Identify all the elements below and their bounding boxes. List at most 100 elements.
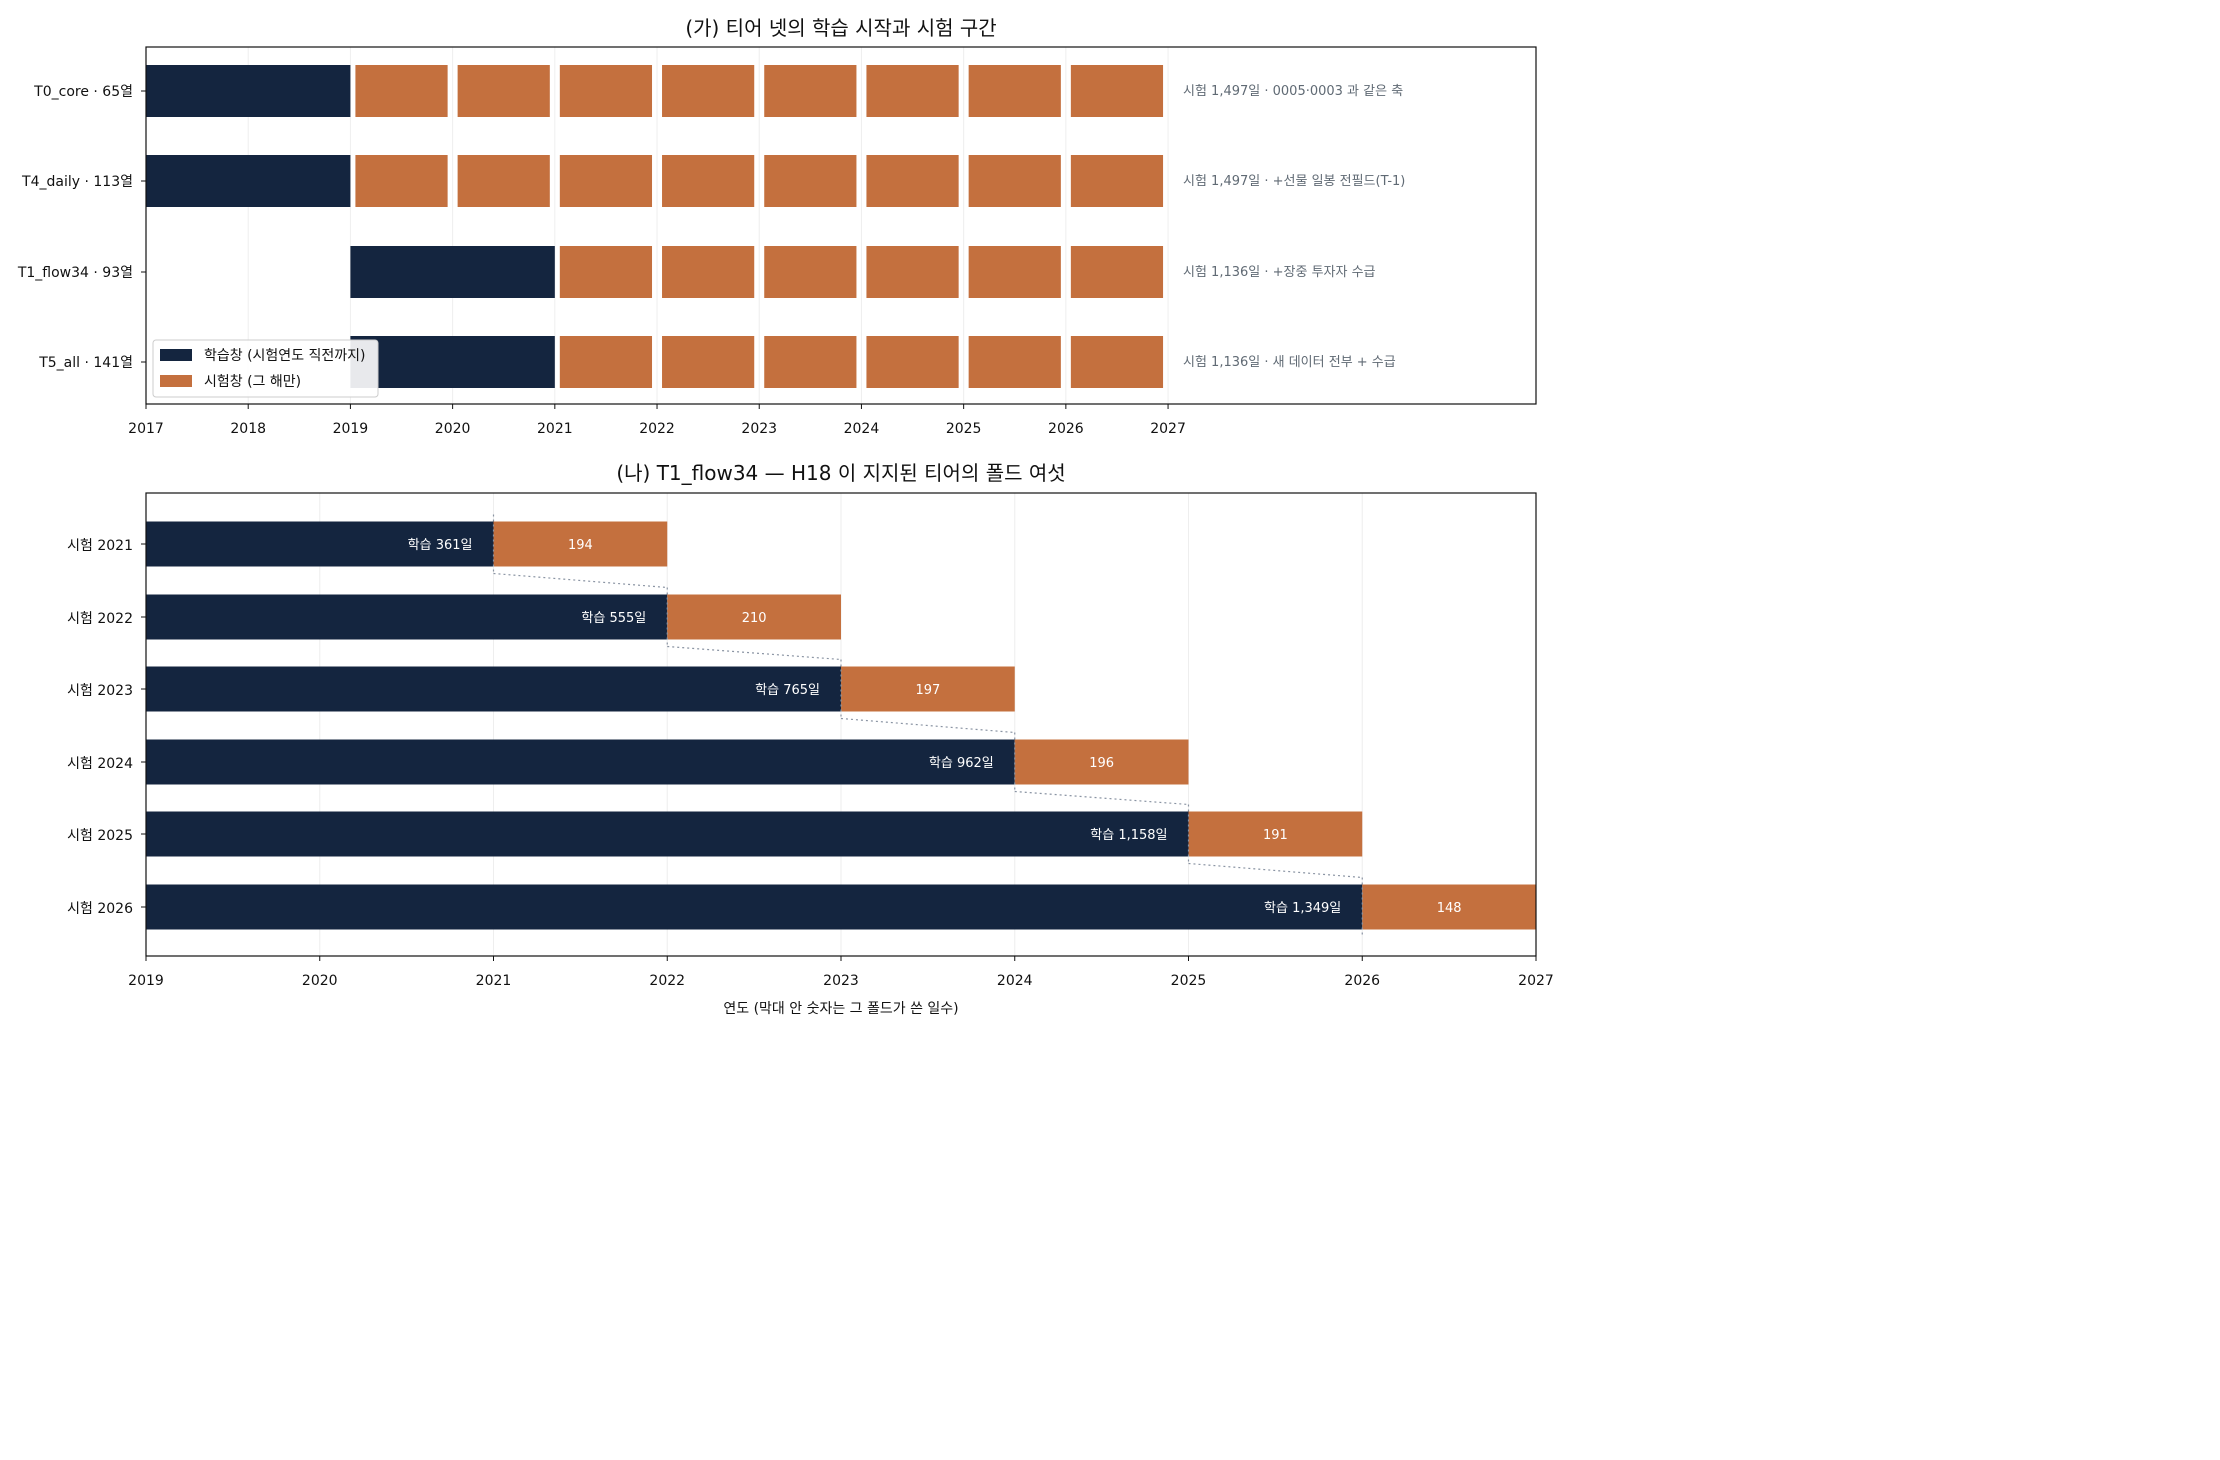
panel-b-test-label: 194: [568, 538, 593, 553]
panel-a-test-bar: [559, 336, 653, 388]
panel-a-tier-label: T1_flow34 · 93열: [17, 265, 133, 281]
panel-b-connector: [1188, 862, 1363, 879]
panel-a-train-bar: [146, 65, 351, 117]
panel-b-test-bar: [1188, 811, 1363, 857]
panel-a-test-bar: [355, 65, 448, 117]
panel-a-x-tick-label: 2020: [435, 421, 471, 437]
panel-a-test-bar: [457, 65, 550, 117]
panel-b-connector: [493, 572, 668, 589]
panel-a-test-bar: [559, 155, 653, 207]
panel-b-train-label: 학습 765일: [755, 683, 820, 698]
panel-b-fold-label: 시험 2022: [67, 611, 133, 627]
panel-b-train-bar: [146, 884, 1363, 930]
panel-b-test-bar: [1362, 884, 1536, 930]
panel-a-test-bar: [968, 246, 1061, 298]
panel-b-train-bar: [146, 594, 668, 640]
panel-b-test-label: 148: [1437, 901, 1462, 916]
panel-b-train-label: 학습 1,158일: [1090, 828, 1167, 843]
panel-a-legend: 학습창 (시험연도 직전까지) 시험창 (그 해만): [152, 339, 379, 398]
panel-a-test-bar: [457, 155, 550, 207]
panel-b-connector: [840, 717, 1015, 734]
panel-a-x-tick-label: 2026: [1048, 421, 1084, 437]
panel-b-train-bar: [146, 666, 841, 712]
panel-b-test-label: 196: [1089, 756, 1114, 771]
panel-b-test-label: 191: [1263, 828, 1288, 843]
panel-b-test-bar: [1014, 739, 1189, 785]
panel-b-title: (나) T1_flow34 — H18 이 지지된 티어의 폴드 여섯: [616, 461, 1065, 485]
panel-a-tier-label: T0_core · 65열: [33, 84, 133, 100]
legend-swatch: [160, 349, 192, 361]
panel-a-x-tick-label: 2024: [844, 421, 880, 437]
panel-a-test-bar: [1070, 155, 1164, 207]
panel-a-test-bar: [559, 246, 653, 298]
panel-a-test-bar: [764, 336, 857, 388]
panel-b-train-label: 학습 555일: [581, 611, 646, 626]
panel-a-train-bar: [350, 336, 555, 388]
panel-a-tier-note: 시험 1,497일 · 0005·0003 과 같은 축: [1183, 84, 1403, 99]
panel-a-test-bar: [662, 246, 755, 298]
panel-a-x-tick-label: 2019: [333, 421, 369, 437]
panel-b-x-tick-label: 2021: [476, 973, 512, 989]
panel-a-frame: [145, 46, 1537, 405]
panel-b-test-bar: [493, 521, 668, 567]
panel-b-train-label: 학습 962일: [929, 756, 994, 771]
panel-a-test-bar: [1070, 336, 1164, 388]
panel-b-x-axis-label: 연도 (막대 안 숫자는 그 폴드가 쓴 일수): [723, 1001, 958, 1017]
panel-b-x-tick-label: 2027: [1518, 973, 1554, 989]
panel-b-test-label: 210: [742, 611, 767, 626]
panel-b-x-tick-label: 2024: [997, 973, 1033, 989]
panel-a-x-tick-label: 2023: [741, 421, 777, 437]
panel-a-tier-label: T5_all · 141열: [38, 355, 133, 371]
panel-a-test-bar: [764, 155, 857, 207]
panel-a-test-bar: [968, 155, 1061, 207]
panel-a-train-bar: [146, 155, 351, 207]
panel-a-tier-label: T4_daily · 113열: [21, 174, 133, 190]
panel-a-x-tick-label: 2022: [639, 421, 675, 437]
panel-a-test-bar: [559, 65, 653, 117]
panel-a-test-bar: [866, 246, 959, 298]
panel-b-fold-label: 시험 2026: [67, 901, 133, 917]
panel-a-x-tick-label: 2025: [946, 421, 982, 437]
panel-b-train-bar: [146, 739, 1015, 785]
panel-b-test-label: 197: [915, 683, 940, 698]
panel-a-tier-note: 시험 1,136일 · +장중 투자자 수급: [1183, 265, 1376, 280]
panel-b-connector: [667, 645, 842, 661]
legend-label: 학습창 (시험연도 직전까지): [204, 348, 366, 364]
panel-b-x-tick-label: 2026: [1344, 973, 1380, 989]
panel-b-x-tick-label: 2025: [1171, 973, 1207, 989]
panel-b-x-tick-label: 2019: [128, 973, 164, 989]
panel-b-fold-label: 시험 2021: [67, 538, 133, 554]
legend-label: 시험창 (그 해만): [204, 374, 301, 390]
panel-b-test-bar: [667, 594, 841, 640]
panel-a-test-bar: [866, 336, 959, 388]
panel-a-x-tick-label: 2017: [128, 421, 164, 437]
panel-a-tier-note: 시험 1,497일 · +선물 일봉 전필드(T-1): [1183, 174, 1405, 189]
panel-a-test-bar: [355, 155, 448, 207]
panel-a-test-bar: [968, 336, 1061, 388]
legend-box: [152, 339, 379, 398]
panel-a-x-tick-label: 2027: [1150, 421, 1186, 437]
panel-a-train-bar: [350, 246, 555, 298]
panel-a-tier-note: 시험 1,136일 · 새 데이터 전부 + 수급: [1183, 355, 1396, 370]
panel-a-test-bar: [662, 155, 755, 207]
panel-b-x-tick-label: 2020: [302, 973, 338, 989]
panel-a-test-bar: [662, 336, 755, 388]
panel-a-x-tick-label: 2021: [537, 421, 573, 437]
panel-b-test-bar: [841, 666, 1015, 712]
panel-b-train-bar: [146, 521, 494, 567]
panel-b-fold-label: 시험 2025: [67, 828, 133, 844]
panel-b-x-tick-label: 2023: [823, 973, 859, 989]
chart-figure: (가) 티어 넷의 학습 시작과 시험 구간 (나) T1_flow34 — H…: [17, 16, 1554, 1017]
panel-b-x-tick-label: 2022: [649, 973, 685, 989]
panel-a-test-bar: [662, 65, 755, 117]
panel-a-test-bar: [866, 65, 959, 117]
panel-a-test-bar: [1070, 65, 1164, 117]
panel-b-train-bar: [146, 811, 1189, 857]
panel-a-title: (가) 티어 넷의 학습 시작과 시험 구간: [685, 16, 996, 40]
panel-b-train-label: 학습 1,349일: [1264, 901, 1341, 916]
panel-a-test-bar: [764, 65, 857, 117]
panel-a-test-bar: [866, 155, 959, 207]
panel-a-test-bar: [968, 65, 1061, 117]
panel-a-x-tick-label: 2018: [230, 421, 266, 437]
legend-swatch: [160, 375, 192, 387]
